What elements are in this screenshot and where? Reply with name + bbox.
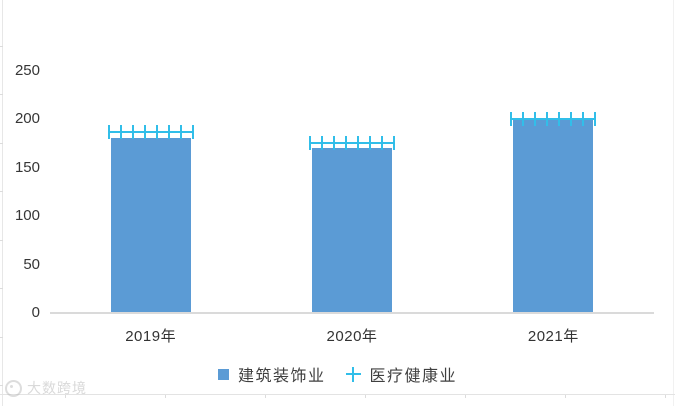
- y-axis-tick-label: 150: [14, 158, 40, 176]
- plus-marker-tick: [522, 112, 525, 126]
- y-axis-tick-label: 50: [23, 255, 40, 273]
- watermark-logo-icon: [5, 379, 22, 397]
- left-ruler-tick: [0, 385, 3, 387]
- bar: [513, 119, 594, 312]
- left-ruler-tick: [0, 94, 3, 96]
- bar: [311, 148, 392, 312]
- bottom-ruler-line: [0, 394, 675, 395]
- y-axis-tick-label: 250: [14, 61, 40, 79]
- x-axis-line: [50, 312, 654, 314]
- left-ruler-tick: [0, 142, 3, 144]
- legend-bar-swatch-icon: [217, 368, 229, 380]
- legend-bar-label: 建筑装饰业: [237, 368, 326, 385]
- watermark: 大数跨境: [5, 378, 87, 398]
- plus-marker-tick: [179, 124, 182, 139]
- y-axis-tick-label: 100: [14, 207, 40, 224]
- plus-marker-tick: [558, 112, 561, 126]
- plus-marker-tick: [570, 112, 573, 126]
- plus-marker-tick: [344, 136, 347, 151]
- plus-marker-tick: [191, 124, 194, 139]
- plus-marker-tick: [131, 124, 134, 139]
- plus-marker-tick: [320, 136, 323, 151]
- left-ruler-tick: [0, 45, 3, 47]
- plus-marker-tick: [356, 136, 359, 151]
- plus-marker-line: [107, 130, 194, 133]
- plus-marker-tick: [380, 136, 383, 151]
- plus-marker-group: [107, 124, 194, 139]
- bottom-ruler-tick: [565, 395, 566, 398]
- plus-marker-tick: [392, 136, 395, 151]
- x-axis-category-label: 2019年: [125, 328, 177, 345]
- bottom-ruler-tick: [365, 395, 366, 398]
- plus-marker-tick: [143, 124, 146, 139]
- plus-marker-tick: [167, 124, 170, 139]
- plus-marker-tick: [510, 112, 513, 126]
- plus-marker-tick: [534, 112, 537, 126]
- y-axis-tick-label: 0: [31, 304, 40, 321]
- plus-marker-tick: [594, 112, 597, 126]
- bar: [110, 138, 191, 312]
- plus-marker-tick: [368, 136, 371, 151]
- bottom-ruler-tick: [165, 395, 166, 398]
- watermark-text: 大数跨境: [27, 380, 87, 396]
- legend-plus-swatch-icon: [345, 366, 361, 382]
- bottom-ruler-tick: [665, 395, 666, 398]
- x-axis-category-label: 2021年: [527, 328, 579, 345]
- plus-marker-line: [510, 118, 597, 120]
- plus-marker-tick: [119, 124, 122, 139]
- plus-marker-tick: [107, 124, 110, 139]
- plus-marker-group: [510, 112, 597, 126]
- plus-vertical-stroke: [352, 366, 354, 382]
- plus-marker-tick: [582, 112, 585, 126]
- bottom-ruler-tick: [265, 395, 266, 398]
- plus-marker-tick: [546, 112, 549, 126]
- legend-plus-label: 医疗健康业: [369, 368, 458, 385]
- right-frame-line: [673, 0, 674, 406]
- left-ruler-tick: [0, 336, 3, 338]
- plus-marker-tick: [332, 136, 335, 151]
- plus-marker-tick: [155, 124, 158, 139]
- plus-marker-group: [308, 136, 395, 151]
- bottom-ruler-tick: [65, 395, 66, 398]
- left-ruler-tick: [0, 191, 3, 193]
- plus-marker-tick: [308, 136, 311, 151]
- bottom-ruler-tick: [465, 395, 466, 398]
- x-axis-category-label: 2020年: [326, 328, 378, 345]
- y-axis-tick-label: 200: [14, 110, 40, 127]
- left-ruler-tick: [0, 288, 3, 290]
- left-ruler-tick: [0, 239, 3, 241]
- plus-marker-line: [308, 142, 395, 145]
- left-ruler-line: [2, 0, 3, 406]
- legend: 建筑装饰业 医疗健康业: [0, 363, 675, 385]
